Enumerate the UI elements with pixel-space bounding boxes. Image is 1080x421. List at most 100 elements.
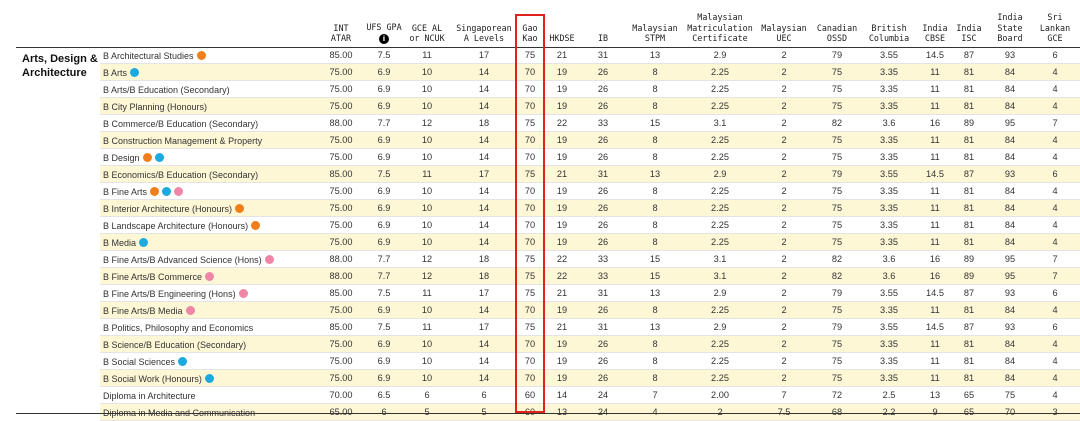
cell-atar: 88.00 — [329, 254, 353, 264]
cell-ossd: 75 — [831, 186, 843, 196]
cell-bc: 3.35 — [880, 135, 898, 145]
program-name: Diploma in Media and Communication — [103, 404, 255, 421]
column-header-line: India — [997, 12, 1023, 23]
cell-stpm: 8 — [652, 220, 658, 230]
cell-ufs: 6.9 — [377, 135, 391, 145]
cell-isc: 81 — [963, 186, 975, 196]
cell-gce_lk: 6 — [1052, 169, 1058, 179]
cell-gce: 10 — [421, 101, 433, 111]
table-row: B Arts/B Education (Secondary) 75.00 6.9 10… — [0, 81, 1080, 98]
program-label: B Fine Arts/B Advanced Science (Hons) — [103, 254, 262, 265]
cell-ufs: 6.9 — [377, 101, 391, 111]
cell-ufs: 7.7 — [377, 271, 391, 281]
cell-isc: 87 — [963, 288, 975, 298]
column-header-hkdse: HKDSE — [546, 0, 578, 47]
table-row: Diploma in Architecture 70.00 6.5 6 6 60 14 24 7… — [0, 387, 1080, 404]
cell-mmc: 2.25 — [711, 339, 729, 349]
cell-stpm: 13 — [649, 169, 661, 179]
cell-hkdse: 19 — [556, 373, 568, 383]
cell-hkdse: 19 — [556, 237, 568, 247]
cell-atar: 75.00 — [329, 101, 353, 111]
program-name: B Fine Arts — [103, 183, 184, 200]
cell-mmc: 2.25 — [711, 152, 729, 162]
cell-gce_lk: 4 — [1052, 101, 1058, 111]
cell-gce: 10 — [421, 152, 433, 162]
row-divider — [100, 352, 1080, 353]
cell-ib: 26 — [597, 237, 609, 247]
cell-mmc: 3.1 — [713, 254, 727, 264]
column-header-line: Certificate — [692, 33, 748, 44]
cell-isc: 65 — [963, 407, 975, 417]
cell-stpm: 15 — [649, 118, 661, 128]
cell-ossd: 79 — [831, 288, 843, 298]
cell-ib: 24 — [597, 407, 609, 417]
column-header-line: State — [997, 22, 1023, 33]
cell-uec: 2 — [781, 322, 787, 332]
program-label: B Economics/B Education (Secondary) — [103, 169, 259, 180]
column-header-line: British — [871, 22, 907, 33]
column-header-line: GCE — [1047, 33, 1063, 44]
cell-isc: 89 — [963, 254, 975, 264]
cell-ufs: 6.9 — [377, 220, 391, 230]
cell-mmc: 2.9 — [713, 322, 727, 332]
cell-cbse: 11 — [930, 339, 940, 349]
cell-cbse: 14.5 — [926, 322, 944, 332]
row-divider — [100, 250, 1080, 251]
row-divider — [100, 318, 1080, 319]
cell-stpm: 8 — [652, 203, 658, 213]
cell-ossd: 75 — [831, 67, 843, 77]
cell-gaokao: 75 — [524, 50, 536, 60]
cell-ib: 31 — [597, 288, 609, 298]
cell-stpm: 8 — [652, 356, 658, 366]
row-divider — [100, 267, 1080, 268]
program-label: B Landscape Architecture (Honours) — [103, 220, 249, 231]
cell-hkdse: 22 — [556, 118, 568, 128]
program-name: B City Planning (Honours) — [103, 98, 207, 115]
cell-bc: 2.2 — [882, 407, 896, 417]
cell-ossd: 75 — [831, 101, 843, 111]
cell-uec: 2 — [781, 101, 787, 111]
cell-ossd: 68 — [831, 407, 843, 417]
info-icon[interactable]: i — [379, 34, 389, 44]
table-row: B Interior Architecture (Honours) 75.00 6.… — [0, 200, 1080, 217]
cell-sg: 18 — [478, 271, 490, 281]
cell-atar: 85.00 — [329, 322, 353, 332]
table-row: B Science/B Education (Secondary) 75.00 6.… — [0, 336, 1080, 353]
program-name: B Fine Arts/B Engineering (Hons) — [103, 285, 248, 302]
row-background — [100, 200, 1080, 217]
column-header-line: Gao — [522, 22, 538, 33]
cell-gce: 10 — [421, 203, 433, 213]
cell-cbse: 11 — [930, 203, 940, 213]
program-label: B Science/B Education (Secondary) — [103, 339, 247, 350]
cell-isc: 89 — [963, 118, 975, 128]
cell-stpm: 8 — [652, 101, 658, 111]
cell-uec: 2 — [781, 186, 787, 196]
program-label: B Arts/B Education (Secondary) — [103, 84, 230, 95]
header-divider — [16, 47, 1080, 48]
cell-bc: 3.35 — [880, 67, 898, 77]
cell-ib: 33 — [597, 254, 609, 264]
cell-ib: 26 — [597, 203, 609, 213]
program-name: B Media — [103, 234, 149, 251]
cell-isb: 93 — [1004, 322, 1016, 332]
cell-atar: 75.00 — [329, 220, 353, 230]
column-header-ossd: Canadian OSSD — [815, 0, 859, 47]
cell-isc: 81 — [963, 305, 975, 315]
row-background — [100, 64, 1080, 81]
cell-gce: 10 — [421, 373, 433, 383]
cell-ufs: 7.5 — [377, 322, 391, 332]
pink-dot-icon — [264, 255, 274, 264]
cell-sg: 14 — [478, 373, 490, 383]
cell-mmc: 2.25 — [711, 67, 729, 77]
cell-sg: 5 — [481, 407, 487, 417]
cell-ib: 33 — [597, 271, 609, 281]
cell-bc: 3.35 — [880, 237, 898, 247]
cell-uec: 2 — [781, 271, 787, 281]
cell-gce_lk: 7 — [1052, 118, 1058, 128]
table-bottom-divider — [16, 413, 1080, 414]
cell-ufs: 6.9 — [377, 203, 391, 213]
table-row: B Fine Arts 75.00 6.9 10 14 70 19 26 8 2.25 2 75 3.3… — [0, 183, 1080, 200]
cell-gce: 12 — [421, 271, 433, 281]
row-background — [100, 132, 1080, 149]
cell-stpm: 8 — [652, 305, 658, 315]
